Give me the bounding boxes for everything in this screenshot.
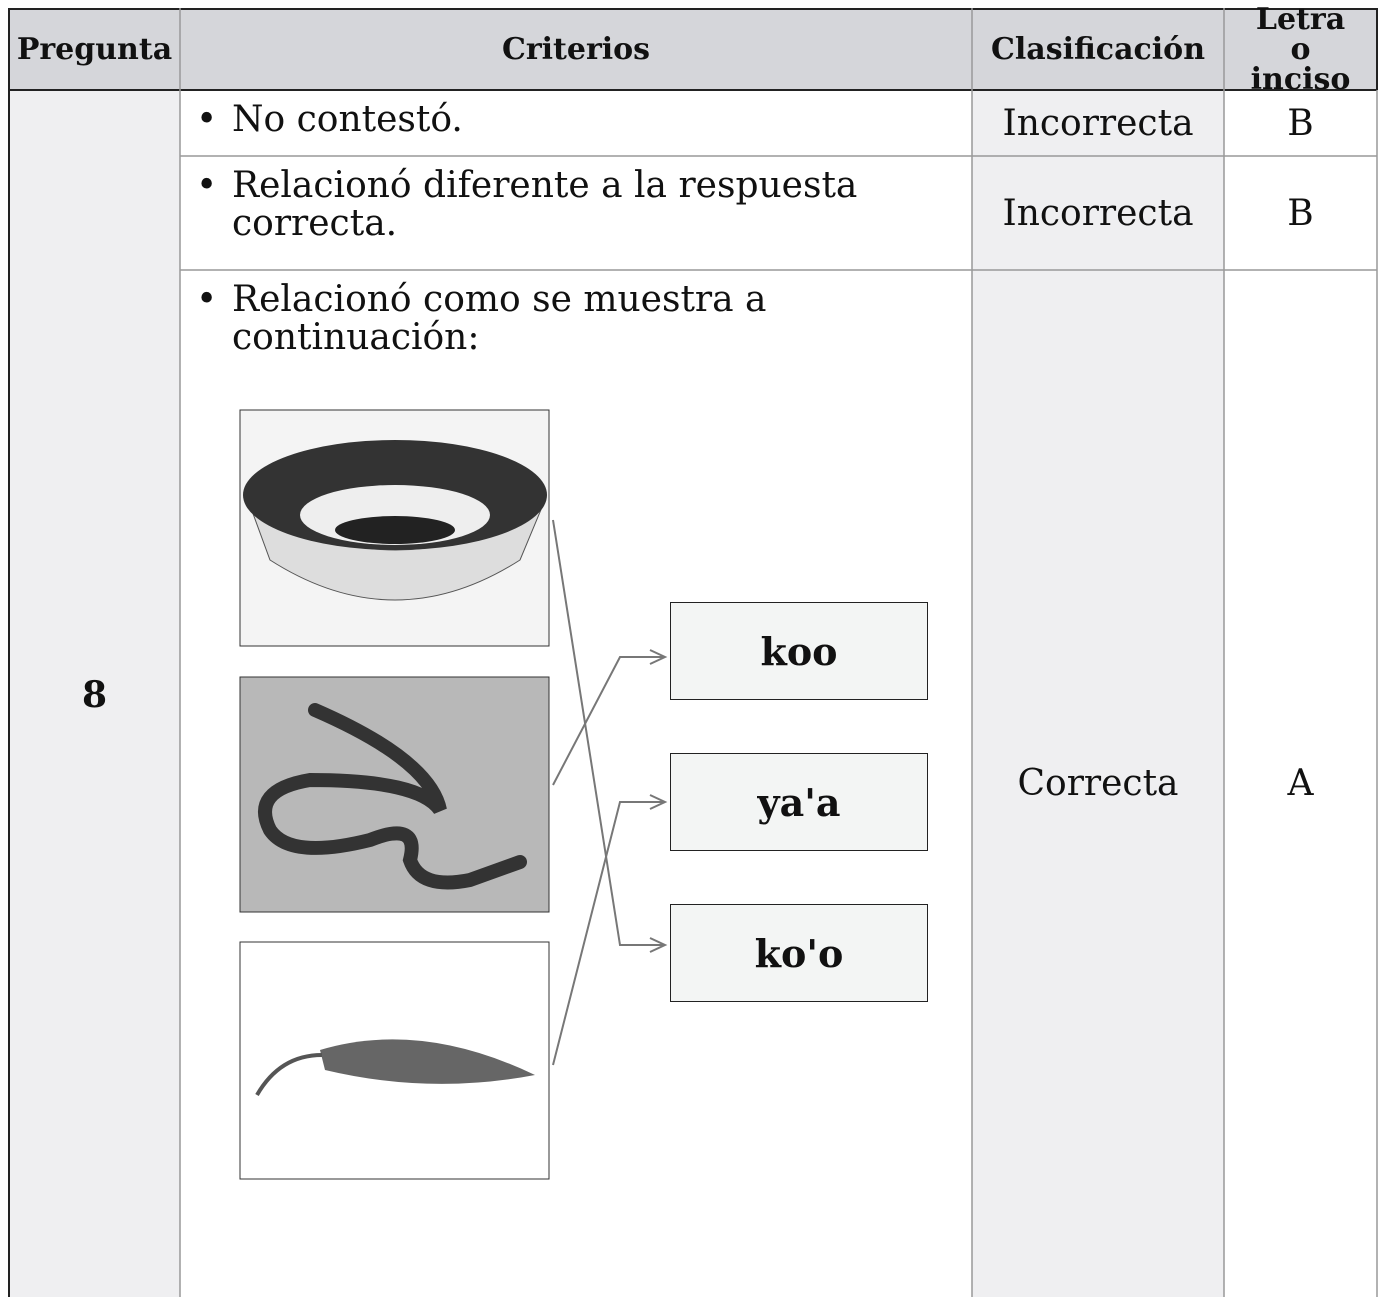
letter: B: [1287, 102, 1314, 144]
header-cell: Letra o inciso: [1250, 1, 1351, 97]
question-number: 8: [81, 674, 108, 716]
classification: Incorrecta: [1002, 102, 1194, 144]
image-chile: [239, 941, 550, 1180]
image-bowl: [239, 409, 550, 647]
classification: Incorrecta: [1002, 192, 1194, 234]
header-cell: Clasificación: [991, 31, 1205, 67]
word-box: ko'o: [670, 904, 928, 1002]
classification: Correcta: [1017, 763, 1179, 804]
question-bg: [8, 90, 180, 1297]
criterion: Relacionó como se muestra a continuación…: [180, 281, 840, 357]
image-snake: [239, 676, 550, 913]
criterion: No contestó.: [180, 101, 940, 140]
word-box: koo: [670, 602, 928, 700]
word-box: ya'a: [670, 753, 928, 851]
letter: B: [1287, 192, 1314, 234]
header-bg: [8, 8, 1377, 90]
header-cell: Pregunta: [16, 31, 173, 67]
criterion: Relacionó diferente a la respuesta corre…: [180, 167, 920, 243]
class-bg: [972, 90, 1224, 1297]
letter: A: [1287, 763, 1314, 804]
header-cell: Criterios: [501, 31, 651, 67]
